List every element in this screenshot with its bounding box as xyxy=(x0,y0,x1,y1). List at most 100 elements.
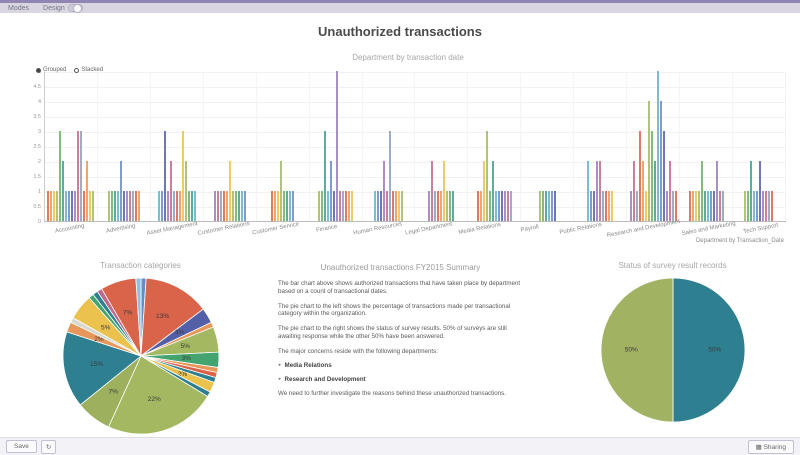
bar[interactable] xyxy=(333,191,336,221)
bar[interactable] xyxy=(321,191,324,221)
bar[interactable] xyxy=(172,191,175,221)
bar[interactable] xyxy=(547,191,550,221)
bar[interactable] xyxy=(750,161,753,221)
bar[interactable] xyxy=(339,191,342,221)
bar[interactable] xyxy=(137,191,140,221)
bar[interactable] xyxy=(587,161,590,221)
bar[interactable] xyxy=(193,191,196,221)
bar[interactable] xyxy=(163,131,166,221)
bar[interactable] xyxy=(228,161,231,221)
bar[interactable] xyxy=(671,191,674,221)
bar[interactable] xyxy=(376,191,379,221)
bar[interactable] xyxy=(107,191,110,221)
bar[interactable] xyxy=(110,191,113,221)
bar[interactable] xyxy=(653,161,656,221)
bar[interactable] xyxy=(324,131,327,221)
bar[interactable] xyxy=(394,191,397,221)
bar[interactable] xyxy=(128,191,131,221)
bar[interactable] xyxy=(80,131,83,221)
bar[interactable] xyxy=(635,191,638,221)
bar[interactable] xyxy=(213,191,216,221)
bar[interactable] xyxy=(237,191,240,221)
bar[interactable] xyxy=(434,191,437,221)
bar[interactable] xyxy=(491,161,494,221)
bar[interactable] xyxy=(605,191,608,221)
bar[interactable] xyxy=(449,191,452,221)
bar[interactable] xyxy=(440,191,443,221)
bar[interactable] xyxy=(482,161,485,221)
bar[interactable] xyxy=(119,161,122,221)
bar[interactable] xyxy=(488,191,491,221)
bar[interactable] xyxy=(379,191,382,221)
bar[interactable] xyxy=(345,191,348,221)
bar[interactable] xyxy=(166,191,169,221)
bar[interactable] xyxy=(662,131,665,221)
bar[interactable] xyxy=(697,191,700,221)
bar[interactable] xyxy=(77,131,80,221)
bar[interactable] xyxy=(71,191,74,221)
bar[interactable] xyxy=(271,191,274,221)
pie-slice[interactable] xyxy=(600,277,673,423)
summary-bullet-media-relations[interactable]: ‣ Media Relations xyxy=(278,362,523,369)
legend-option-stacked[interactable]: Stacked xyxy=(74,67,103,73)
bar[interactable] xyxy=(280,161,283,221)
bar[interactable] xyxy=(494,191,497,221)
bar[interactable] xyxy=(590,191,593,221)
bar[interactable] xyxy=(134,191,137,221)
bar[interactable] xyxy=(178,191,181,221)
bar[interactable] xyxy=(437,191,440,221)
sharing-button[interactable]: ▦ Sharing xyxy=(747,439,794,454)
bar[interactable] xyxy=(47,191,50,221)
bar[interactable] xyxy=(175,191,178,221)
bar[interactable] xyxy=(160,191,163,221)
bar[interactable] xyxy=(632,161,635,221)
bar[interactable] xyxy=(234,191,237,221)
bar[interactable] xyxy=(659,101,662,221)
bar[interactable] xyxy=(712,191,715,221)
bar[interactable] xyxy=(503,191,506,221)
bar[interactable] xyxy=(506,191,509,221)
bar[interactable] xyxy=(647,101,650,221)
bar[interactable] xyxy=(709,191,712,221)
bar[interactable] xyxy=(382,161,385,221)
bar[interactable] xyxy=(715,161,718,221)
bar[interactable] xyxy=(691,191,694,221)
bar[interactable] xyxy=(53,191,56,221)
bar[interactable] xyxy=(327,191,330,221)
bar[interactable] xyxy=(544,191,547,221)
bar[interactable] xyxy=(65,191,68,221)
bar[interactable] xyxy=(700,161,703,221)
bar[interactable] xyxy=(747,191,750,221)
transaction-categories-pie[interactable]: 13% 3% 5% 3% 2% 22% 7% 15% 2% 5% 7% xyxy=(61,276,221,436)
bar[interactable] xyxy=(131,191,134,221)
bar[interactable] xyxy=(765,191,768,221)
bar[interactable] xyxy=(62,161,65,221)
bar[interactable] xyxy=(553,191,556,221)
bar[interactable] xyxy=(656,71,659,221)
bar[interactable] xyxy=(397,191,400,221)
bar[interactable] xyxy=(348,191,351,221)
bar[interactable] xyxy=(596,161,599,221)
bar[interactable] xyxy=(479,191,482,221)
bar[interactable] xyxy=(243,191,246,221)
legend-option-grouped[interactable]: Grouped xyxy=(36,67,66,73)
bar[interactable] xyxy=(550,191,553,221)
bar[interactable] xyxy=(497,191,500,221)
bar[interactable] xyxy=(391,191,394,221)
bar[interactable] xyxy=(768,191,771,221)
bar[interactable] xyxy=(83,191,86,221)
bar[interactable] xyxy=(718,191,721,221)
bar[interactable] xyxy=(59,131,62,221)
bar[interactable] xyxy=(373,191,376,221)
bar[interactable] xyxy=(538,191,541,221)
bar[interactable] xyxy=(240,191,243,221)
bar[interactable] xyxy=(759,161,762,221)
survey-status-pie[interactable]: 50% 50% xyxy=(599,276,747,424)
bar[interactable] xyxy=(485,131,488,221)
bar[interactable] xyxy=(231,191,234,221)
bar[interactable] xyxy=(674,191,677,221)
bar[interactable] xyxy=(222,191,225,221)
bar[interactable] xyxy=(342,191,345,221)
bar[interactable] xyxy=(753,191,756,221)
bar[interactable] xyxy=(225,191,228,221)
